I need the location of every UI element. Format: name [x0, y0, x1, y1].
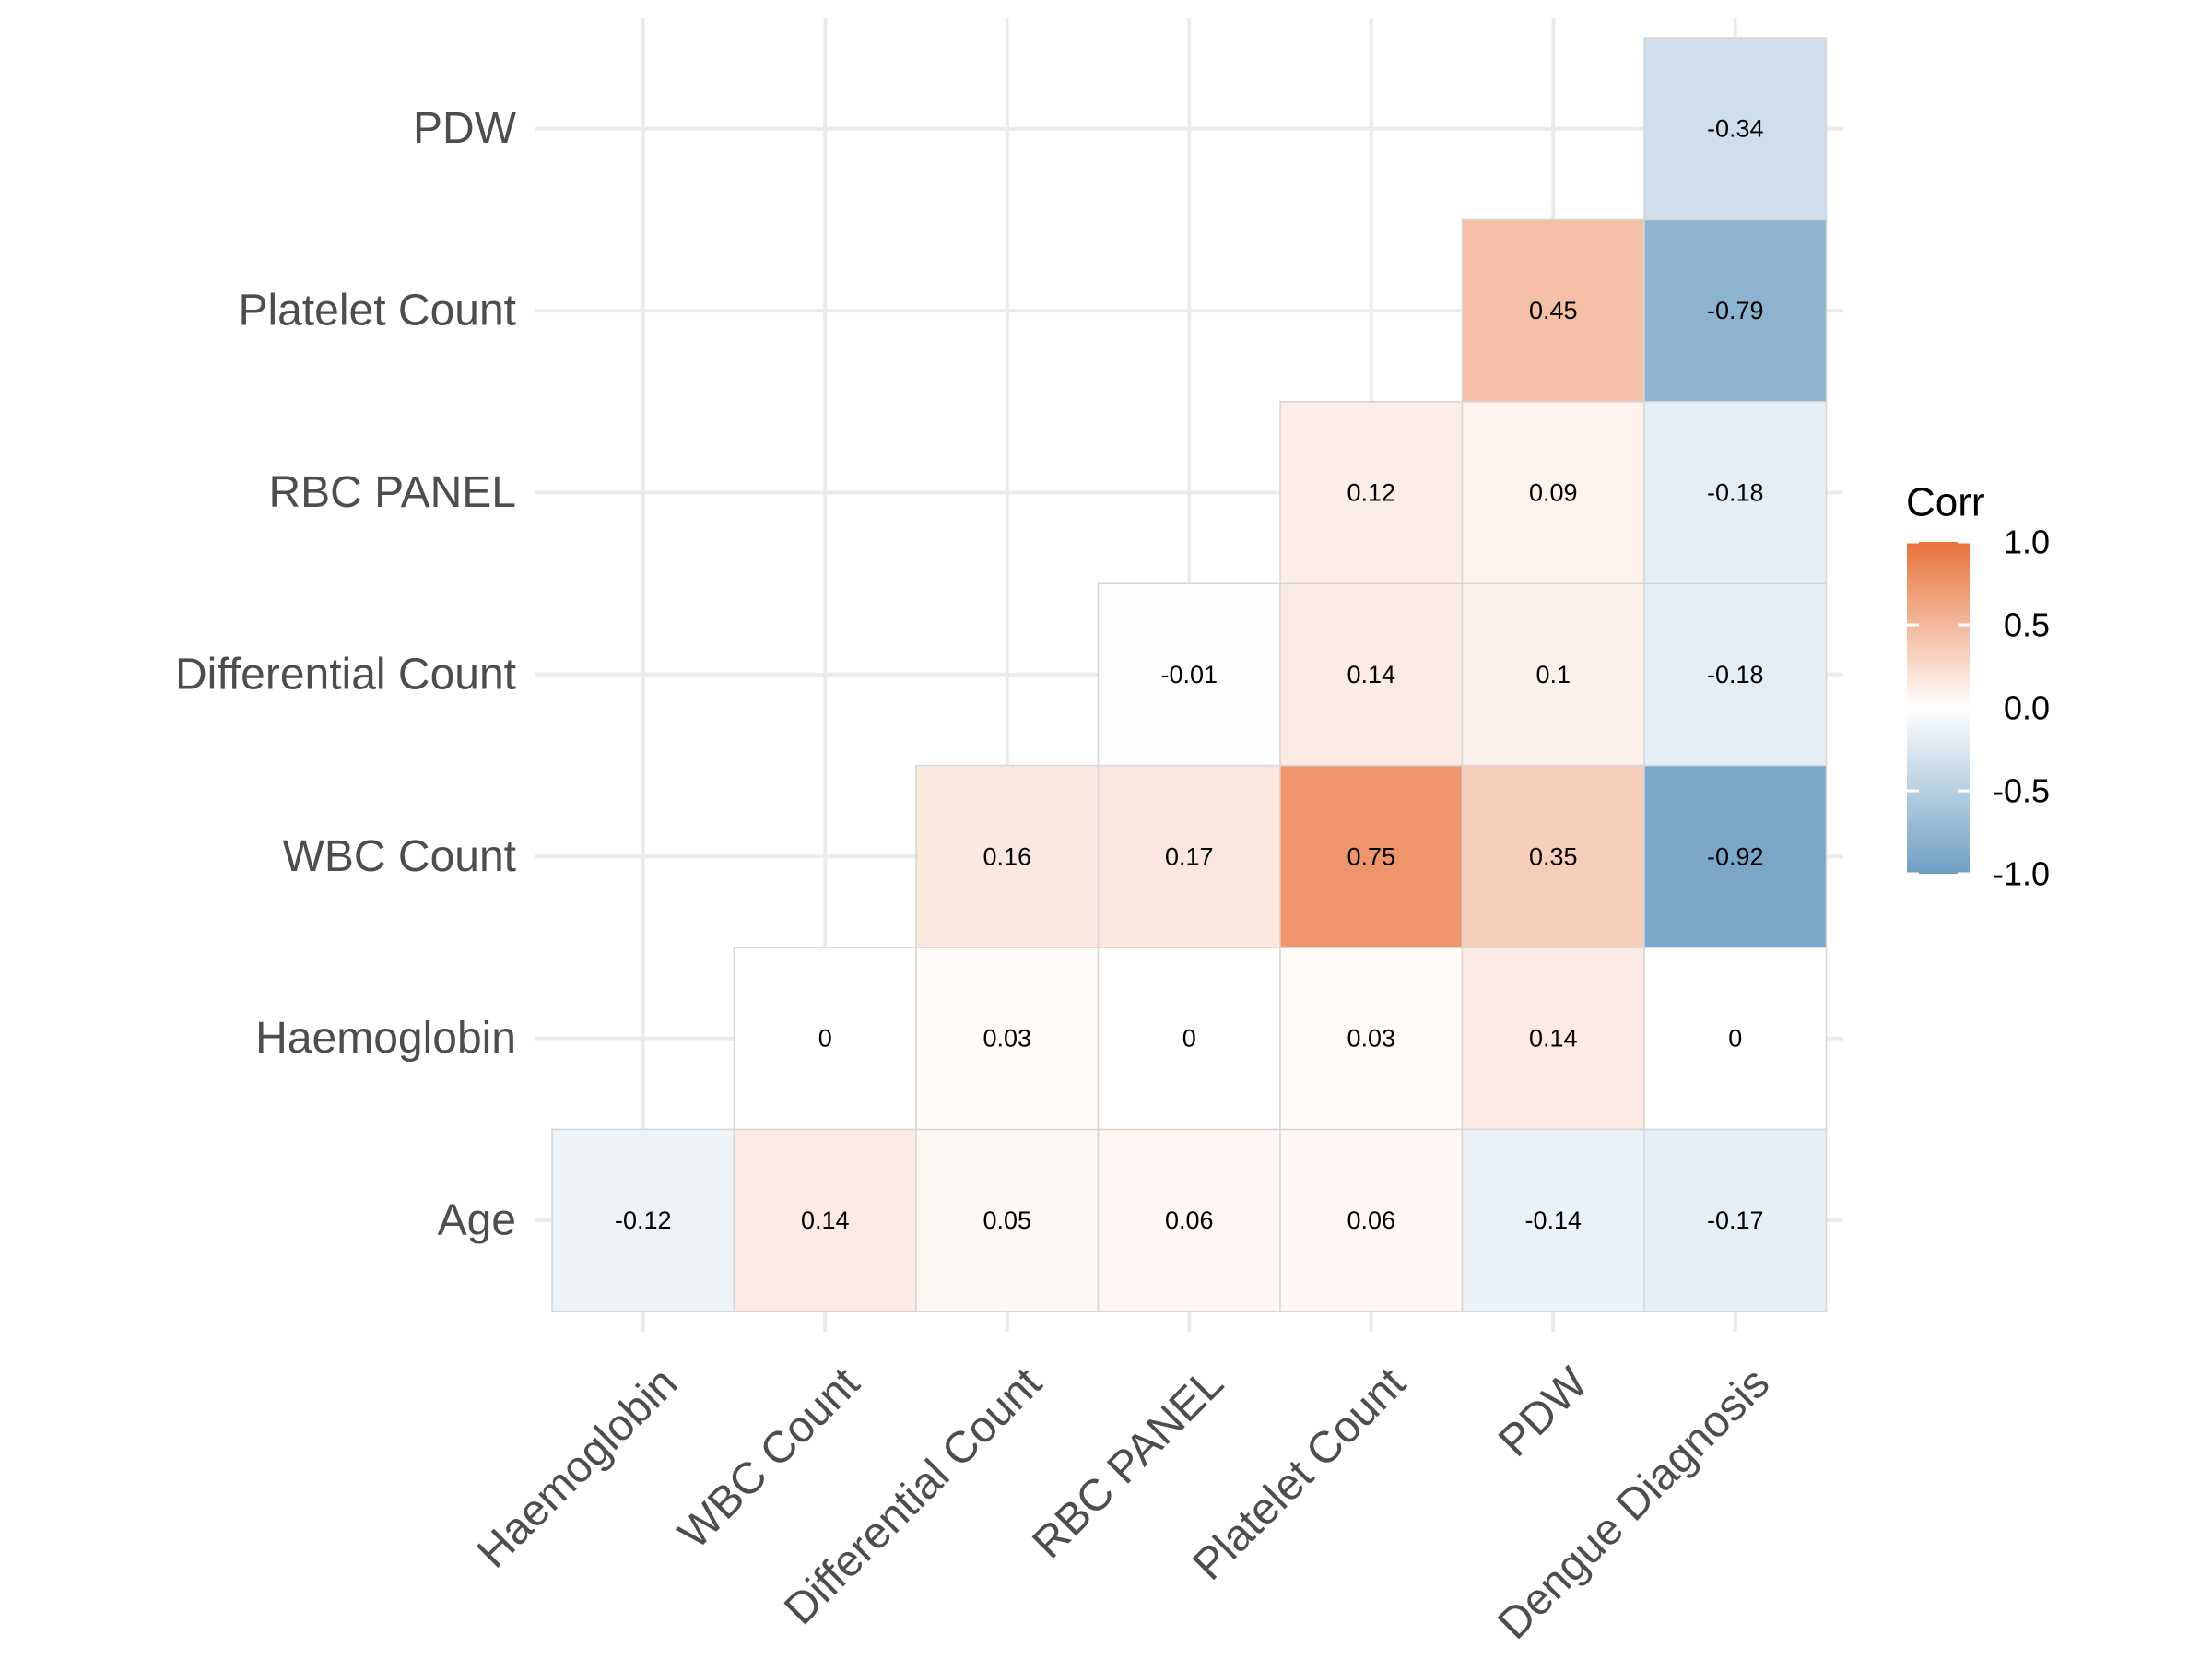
- y-axis-tick-label: PDW: [413, 104, 517, 153]
- heatmap-cell: 0.12: [1279, 401, 1464, 584]
- heatmap-cell-rect: [733, 947, 917, 1131]
- heatmap-cell: 0.14: [1461, 947, 1645, 1131]
- heatmap-cell: 0.45: [1461, 218, 1645, 403]
- heatmap-cell: 0: [1097, 947, 1281, 1131]
- heatmap-cell-label: -0.34: [1707, 115, 1764, 143]
- legend-tick-label: 0.5: [2004, 606, 2050, 644]
- legend-title: Corr: [1906, 480, 1985, 525]
- heatmap-cell-rect: [1097, 582, 1281, 767]
- heatmap-cell-label: 0.12: [1347, 479, 1395, 507]
- heatmap-cell: 0.05: [915, 1128, 1100, 1312]
- heatmap-cell: 0.06: [1279, 1128, 1464, 1312]
- heatmap-cell: 0.14: [733, 1128, 917, 1312]
- heatmap-cell: 0.1: [1461, 582, 1645, 767]
- heatmap-cell-label: 0: [1728, 1025, 1742, 1053]
- y-axis-tick-label: Platelet Count: [238, 287, 516, 335]
- heatmap-cell: -0.01: [1097, 582, 1281, 767]
- legend-tick-label: 1.0: [2004, 524, 2050, 561]
- heatmap-cell-label: -0.12: [615, 1206, 672, 1234]
- heatmap-cell-label: 0: [818, 1025, 832, 1053]
- legend-tick-label: -1.0: [1993, 855, 2050, 893]
- heatmap-cell-label: 0.09: [1529, 479, 1578, 507]
- heatmap-cell-label: -0.79: [1707, 297, 1764, 324]
- heatmap-cell-label: -0.14: [1524, 1206, 1582, 1234]
- heatmap-cell-label: 0.03: [982, 1025, 1031, 1053]
- heatmap-cell: -0.18: [1643, 401, 1828, 584]
- heatmap-cell-rect: [1279, 947, 1464, 1131]
- heatmap-cell: 0.14: [1279, 582, 1464, 767]
- heatmap-cell-rect: [915, 947, 1100, 1131]
- heatmap-cell: 0.03: [915, 947, 1100, 1131]
- heatmap-cell-rect: [1461, 1128, 1645, 1312]
- x-axis-tick-label: WBC Count: [669, 1359, 869, 1559]
- heatmap-cell-label: 0.03: [1347, 1025, 1395, 1053]
- legend-tick-label: -0.5: [1993, 772, 2050, 810]
- heatmap-cell: 0.06: [1097, 1128, 1281, 1312]
- heatmap-cell-rect: [1643, 218, 1828, 403]
- heatmap-cell-label: 0.06: [1165, 1206, 1214, 1234]
- heatmap-cell: -0.17: [1643, 1128, 1828, 1312]
- heatmap-cell-label: -0.17: [1707, 1206, 1764, 1234]
- heatmap-cell-rect: [1097, 947, 1281, 1131]
- heatmap-cell-rect: [1461, 764, 1645, 948]
- y-axis-tick-label: RBC PANEL: [268, 468, 516, 517]
- heatmap-cell-label: 0.14: [801, 1206, 850, 1234]
- heatmap-cell-rect: [1461, 218, 1645, 403]
- heatmap-cell-label: 0.45: [1529, 297, 1578, 324]
- y-axis-tick-label: Haemoglobin: [255, 1014, 516, 1063]
- heatmap-cell-label: 0.1: [1535, 661, 1571, 688]
- legend-tick-label: 0.0: [2004, 689, 2050, 727]
- heatmap-cell-rect: [1279, 582, 1464, 767]
- heatmap-cell-label: 0.14: [1347, 661, 1395, 688]
- heatmap-cell: 0: [733, 947, 917, 1131]
- heatmap-cell: -0.12: [551, 1128, 735, 1312]
- x-axis-tick-label: Haemoglobin: [468, 1359, 687, 1577]
- heatmap-cell-label: -0.92: [1707, 842, 1764, 870]
- y-axis-tick-label: Differential Count: [175, 650, 516, 699]
- heatmap-cell-label: 0.16: [982, 842, 1031, 870]
- heatmap-cells: -0.12 0.14 0.05 0.06 0.06 -0.14 -0.17 0 0.03 0 0.0…: [551, 37, 1828, 1312]
- heatmap-cell-rect: [915, 1128, 1100, 1312]
- heatmap-cell: -0.79: [1643, 218, 1828, 403]
- heatmap-cell: 0.75: [1279, 764, 1464, 948]
- heatmap-cell: 0.03: [1279, 947, 1464, 1131]
- heatmap-cell: -0.92: [1643, 764, 1828, 948]
- heatmap-cell-rect: [1643, 1128, 1828, 1312]
- heatmap-cell-label: 0.06: [1347, 1206, 1395, 1234]
- heatmap-cell-rect: [733, 1128, 917, 1312]
- heatmap-cell-rect: [1461, 582, 1645, 767]
- heatmap-cell-label: -0.18: [1707, 661, 1764, 688]
- heatmap-cell-rect: [1097, 1128, 1281, 1312]
- y-axis-tick-label: WBC Count: [283, 832, 516, 881]
- heatmap-cell-label: 0.14: [1529, 1025, 1578, 1053]
- heatmap-cell-rect: [1643, 37, 1828, 221]
- heatmap-cell-label: 0: [1182, 1025, 1196, 1053]
- heatmap-cell: 0.16: [915, 764, 1100, 948]
- heatmap-cell: -0.34: [1643, 37, 1828, 221]
- heatmap-cell: 0: [1643, 947, 1828, 1131]
- heatmap-cell-label: 0.17: [1165, 842, 1214, 870]
- heatmap-cell-label: 0.05: [982, 1206, 1031, 1234]
- heatmap-cell-label: -0.18: [1707, 479, 1764, 507]
- color-legend: Corr 1.0 0.5 0.0 -0.5 -1.0: [1906, 480, 2050, 893]
- heatmap-cell-rect: [1461, 947, 1645, 1131]
- heatmap-cell: 0.17: [1097, 764, 1281, 948]
- heatmap-cell-label: 0.35: [1529, 842, 1578, 870]
- x-axis-tick-label: PDW: [1489, 1359, 1597, 1466]
- heatmap-cell-label: 0.75: [1347, 842, 1395, 870]
- heatmap-cell: -0.14: [1461, 1128, 1645, 1312]
- heatmap-cell-rect: [1279, 401, 1464, 584]
- heatmap-cell-rect: [1097, 764, 1281, 948]
- heatmap-cell: -0.18: [1643, 582, 1828, 767]
- y-axis-tick-label: Age: [438, 1196, 516, 1245]
- heatmap-cell-rect: [915, 764, 1100, 948]
- heatmap-cell-rect: [1643, 582, 1828, 767]
- heatmap-cell: 0.35: [1461, 764, 1645, 948]
- y-axis-tick-labels: Age Haemoglobin WBC Count Differential Coun…: [175, 104, 517, 1244]
- heatmap-cell-label: -0.01: [1160, 661, 1218, 688]
- heatmap-cell: 0.09: [1461, 401, 1645, 584]
